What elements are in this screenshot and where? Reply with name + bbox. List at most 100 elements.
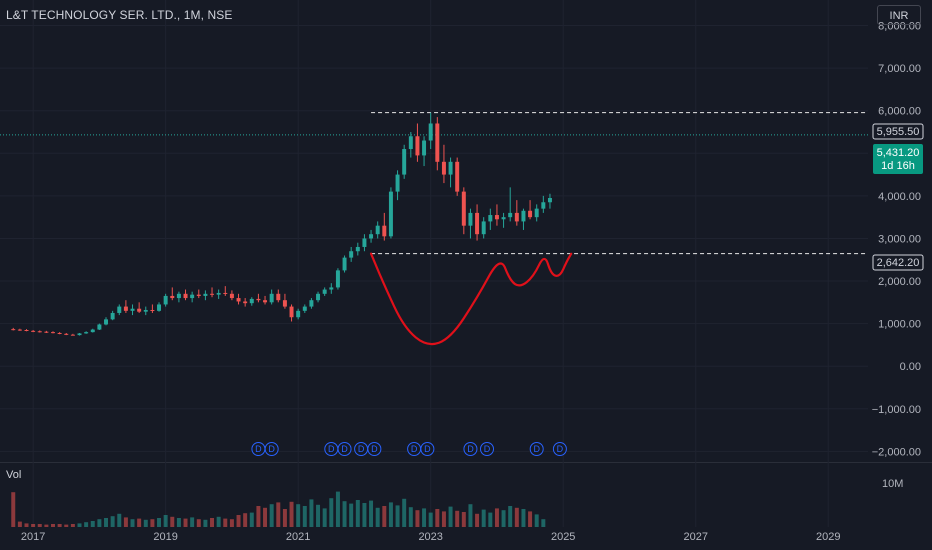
candle-body	[263, 300, 268, 303]
candle-body	[97, 324, 102, 330]
volume-bar	[362, 503, 367, 527]
dividend-marker[interactable]	[480, 442, 495, 456]
dividend-marker[interactable]	[367, 442, 382, 456]
dividend-marker-label: D	[467, 444, 474, 454]
dividend-marker-label: D	[341, 444, 348, 454]
candle-body	[302, 306, 307, 311]
volume-bar	[448, 506, 453, 527]
volume-bar	[157, 518, 162, 527]
volume-bar	[402, 498, 407, 527]
volume-bar	[143, 519, 148, 527]
candle-body	[375, 225, 380, 235]
candle-body	[475, 212, 480, 235]
candle-body	[143, 309, 148, 312]
time-axis[interactable]: 2017 2019 2021 2023 2025 2027 2029	[21, 531, 841, 543]
candle-body	[210, 293, 215, 295]
candle-body	[362, 238, 367, 247]
price-tick-label: 8,000.00	[878, 21, 921, 33]
candle-body	[84, 332, 89, 334]
volume-bar	[455, 510, 460, 527]
candle-body	[203, 293, 208, 296]
dividend-marker[interactable]	[529, 442, 544, 456]
volume-bar	[236, 515, 241, 527]
volume-bar	[117, 513, 122, 527]
cup-and-handle-drawing[interactable]	[369, 252, 573, 346]
volume-bar	[488, 512, 493, 527]
volume-bar	[163, 515, 168, 527]
grid	[0, 0, 932, 527]
candle-body	[223, 292, 228, 294]
candle-body	[110, 312, 115, 320]
candle-body	[17, 329, 22, 331]
candle-body	[137, 308, 142, 312]
volume-bar	[210, 518, 215, 527]
candle-body	[104, 319, 109, 325]
volume-bar	[90, 521, 95, 527]
volume-bar	[57, 524, 62, 527]
candle-body	[468, 212, 473, 226]
price-tick-label: 3,000.00	[878, 233, 921, 245]
candle-body	[309, 300, 314, 307]
dividend-marker-label: D	[358, 444, 365, 454]
volume-bar	[249, 512, 254, 527]
candle-body	[441, 161, 446, 175]
dividend-marker[interactable]	[337, 442, 352, 456]
price-axis[interactable]: 8,000.007,000.006,000.005,000.004,000.00…	[872, 21, 921, 459]
volume-bar	[70, 524, 75, 527]
volume-bar	[190, 517, 195, 527]
candle-body	[528, 210, 533, 218]
candle-body	[256, 298, 261, 301]
candle-body	[289, 306, 294, 318]
price-tick-label: 4,000.00	[878, 191, 921, 203]
candle-body	[534, 208, 539, 218]
time-tick-label: 2027	[683, 531, 707, 543]
dividend-marker-label: D	[484, 444, 491, 454]
candle-body	[243, 301, 248, 304]
currency-selector[interactable]: INR	[877, 5, 921, 25]
volume-bar	[289, 501, 294, 527]
candle-body	[388, 191, 393, 237]
cup-handle-path[interactable]	[369, 252, 573, 346]
volume-pane-label[interactable]: Vol	[6, 469, 22, 481]
volume-bar	[342, 501, 347, 527]
candle-body	[369, 234, 374, 239]
symbol-title[interactable]: L&T TECHNOLOGY SER. LTD., 1M, NSE	[6, 8, 233, 22]
volume-bar	[104, 518, 109, 527]
volume-bar	[382, 506, 387, 527]
dividend-marker-label: D	[328, 444, 335, 454]
dividend-marker[interactable]	[264, 442, 279, 456]
volume-bar	[349, 503, 354, 527]
candle-body	[455, 161, 460, 192]
candle-body	[269, 293, 274, 303]
candle-body	[335, 270, 340, 288]
dividend-marker[interactable]	[463, 442, 478, 456]
volume-bar	[64, 524, 69, 527]
dividend-marker[interactable]	[420, 442, 435, 456]
price-tick-label: 0.00	[900, 361, 921, 373]
candle-body	[236, 298, 241, 302]
bar-countdown-label: 1d 16h	[881, 160, 915, 172]
candlestick-series	[11, 112, 552, 336]
volume-bar	[263, 507, 268, 527]
volume-bar	[269, 504, 274, 527]
volume-bar	[461, 512, 466, 527]
candle-body	[57, 332, 62, 334]
volume-bar	[196, 519, 201, 527]
volume-bar	[316, 504, 321, 527]
volume-bar	[77, 523, 82, 527]
dividend-marker[interactable]	[552, 442, 567, 456]
candle-body	[488, 215, 493, 222]
dividend-marker-label: D	[411, 444, 418, 454]
dividend-marker-label: D	[557, 444, 564, 454]
candle-body	[521, 210, 526, 222]
dividend-marker-label: D	[533, 444, 540, 454]
candle-body	[44, 331, 49, 333]
volume-bar	[468, 504, 473, 527]
volume-bar	[355, 500, 360, 527]
candle-body	[494, 215, 499, 220]
candle-body	[123, 306, 128, 311]
candle-body	[276, 293, 281, 301]
volume-bar	[415, 510, 420, 527]
